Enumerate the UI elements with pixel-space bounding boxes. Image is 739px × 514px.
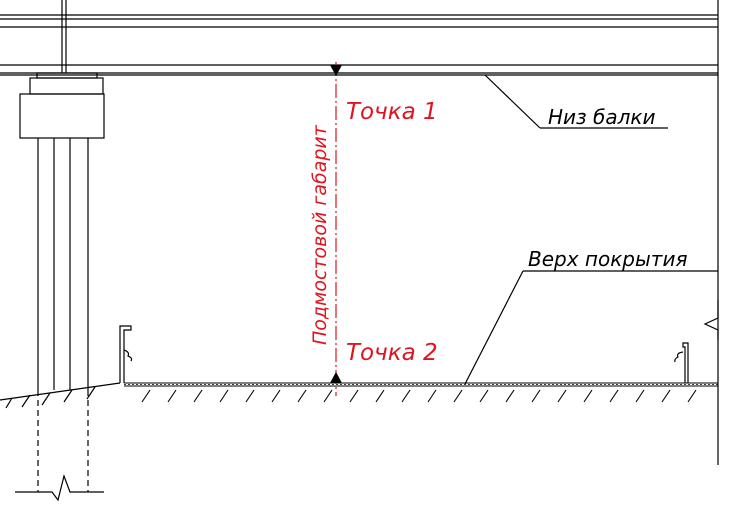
hatch-stroke [531,389,541,403]
hatch-stroke [609,389,619,403]
hatch-stroke [219,389,229,403]
top-arrow [330,65,342,76]
hatch-stroke [401,389,411,403]
left-barrier [119,325,133,383]
pavement-top-label: Верх покрытия [528,247,687,271]
point2-label: Точка 2 [346,340,438,366]
hatch-stroke [583,389,593,403]
hatch-stroke [297,389,307,403]
hatch-stroke [661,389,671,403]
hatch-stroke [193,389,203,403]
hatch-stroke [349,389,359,403]
pavement-top-leader [464,270,718,385]
hatch-stroke [167,389,177,403]
beam-bottom-leader [484,74,668,129]
right-barrier [674,342,689,383]
hatch-stroke [271,389,281,403]
right-abutment [703,75,719,465]
hatch-stroke [687,389,697,403]
hatch-stroke [479,389,489,403]
clearance-label: Подмостовой габарит [309,124,331,345]
hatch-stroke [323,389,333,403]
left-embankment [0,382,121,409]
ground-hatching [141,389,697,403]
hatch-stroke [427,389,437,403]
beam-bottom-label: Низ балки [548,105,655,129]
hatch-stroke [141,389,151,403]
bottom-arrow [330,372,342,383]
hatch-stroke [245,389,255,403]
hatch-stroke [375,389,385,403]
hatch-stroke [635,389,645,403]
hatch-stroke [505,389,515,403]
hatch-stroke [557,389,567,403]
pavement [124,382,718,387]
bridge-beam [0,0,719,76]
clearance-dimension [330,62,342,396]
hatch-stroke [453,389,463,403]
bridge-pier [15,72,105,502]
point1-label: Точка 1 [346,99,438,125]
